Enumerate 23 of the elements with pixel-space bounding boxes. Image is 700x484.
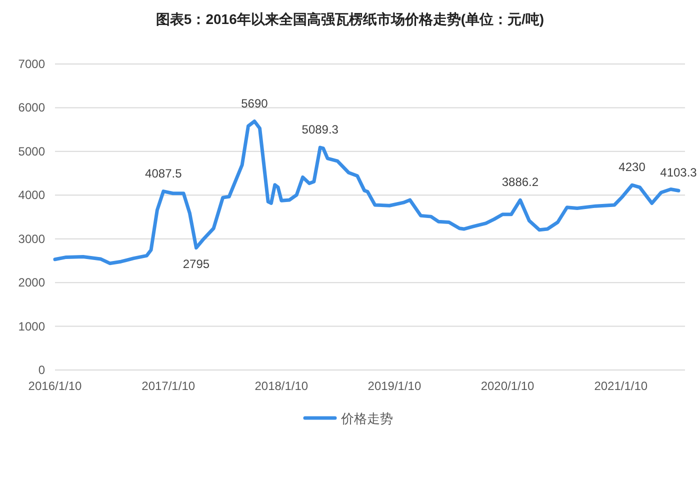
annotation: 4230 [618,160,646,174]
y-tick-label: 3000 [18,232,46,246]
y-tick-label: 7000 [18,57,46,71]
annotation: 5690 [241,96,268,110]
x-tick-label: 2021/1/10 [594,379,648,393]
y-tick-label: 5000 [18,144,46,158]
x-tick-label: 2017/1/10 [142,379,196,393]
legend-label: 价格走势 [340,411,393,426]
annotation: 3886.2 [502,175,539,190]
chart-title: 图表5：2016年以来全国高强瓦楞纸市场价格走势(单位：元/吨) [156,11,544,27]
x-tick-label: 2020/1/10 [480,379,535,393]
y-tick-label: 2000 [18,276,46,290]
annotation: 4087.5 [145,166,182,180]
annotation: 5089.3 [302,122,339,137]
x-tick-label: 2019/1/10 [368,379,422,393]
annotation: 4103.3 [660,166,698,180]
x-tick-label: 2018/1/10 [254,379,308,393]
y-tick-label: 1000 [18,319,46,334]
annotation: 2795 [182,256,210,271]
x-tick-label: 2016/1/10 [28,379,82,393]
y-tick-label: 6000 [18,100,46,115]
y-tick-label: 4000 [18,188,46,202]
y-tick-label: 0 [38,363,46,377]
